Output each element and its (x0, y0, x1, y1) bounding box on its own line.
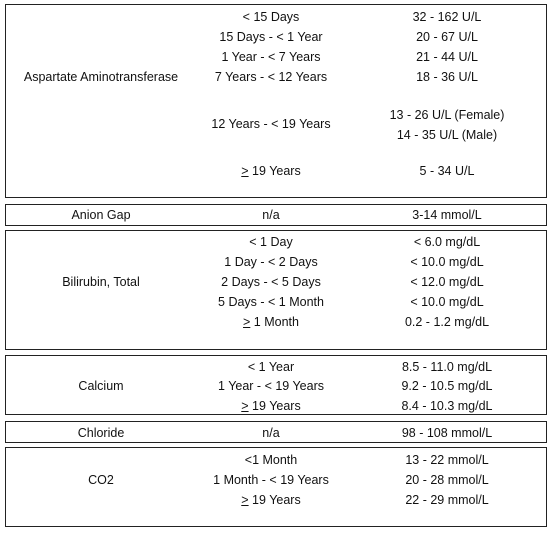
reference-range: 32 - 162 U/L (412, 10, 482, 24)
section-calcium: Calcium < 1 Year 8.5 - 11.0 mg/dL 1 Year… (5, 355, 547, 415)
reference-range-male: 14 - 35 U/L (Male) (396, 128, 498, 142)
reference-range: 0.2 - 1.2 mg/dL (404, 315, 490, 329)
age-range: 1 Month - < 19 Years (213, 473, 329, 487)
reference-range: 20 - 67 U/L (416, 30, 478, 44)
test-name: Anion Gap (71, 208, 131, 222)
age-range: > 19 Years (196, 493, 346, 507)
reference-range: < 12.0 mg/dL (410, 275, 484, 289)
reference-range: 13 - 22 mmol/L (405, 453, 489, 467)
age-range: n/a (262, 208, 280, 222)
greater-equal-symbol: > (241, 493, 249, 507)
test-name: Calcium (78, 379, 124, 393)
age-range-text: 1 Month (250, 315, 299, 329)
age-range-text: 19 Years (248, 493, 301, 507)
age-range: 1 Year - < 19 Years (218, 379, 324, 393)
age-range: < 1 Year (247, 360, 295, 374)
reference-range: < 10.0 mg/dL (410, 255, 484, 269)
age-range: 7 Years - < 12 Years (214, 70, 328, 84)
reference-range: 5 - 34 U/L (419, 164, 475, 178)
greater-equal-symbol: > (241, 399, 249, 413)
age-range: > 19 Years (196, 399, 346, 413)
test-name: CO2 (88, 473, 114, 487)
age-range: 2 Days - < 5 Days (221, 275, 321, 289)
greater-equal-symbol: > (243, 315, 251, 329)
section-anion-gap: Anion Gap n/a 3-14 mmol/L (5, 204, 547, 226)
reference-range: 22 - 29 mmol/L (405, 493, 489, 507)
age-range: 12 Years - < 19 Years (211, 117, 331, 131)
age-range: 15 Days - < 1 Year (219, 30, 323, 44)
age-range-text: 19 Years (248, 399, 301, 413)
reference-range: 8.5 - 11.0 mg/dL (401, 360, 493, 374)
reference-range: 21 - 44 U/L (416, 50, 478, 64)
section-bilirubin-total: Bilirubin, Total < 1 Day < 6.0 mg/dL 1 D… (5, 230, 547, 350)
test-name: Chloride (77, 426, 125, 440)
reference-range: 8.4 - 10.3 mg/dL (401, 399, 493, 413)
reference-range: 18 - 36 U/L (416, 70, 478, 84)
age-range: > 19 Years (196, 164, 346, 178)
reference-range: 98 - 108 mmol/L (401, 426, 493, 440)
reference-range: 9.2 - 10.5 mg/dL (401, 379, 493, 393)
age-range: 5 Days - < 1 Month (218, 295, 324, 309)
reference-range: 3-14 mmol/L (412, 208, 482, 222)
greater-equal-symbol: > (241, 164, 249, 178)
age-range-text: 19 Years (248, 164, 301, 178)
age-range: <1 Month (244, 453, 298, 467)
age-range: < 1 Day (249, 235, 293, 249)
age-range: n/a (262, 426, 280, 440)
section-chloride: Chloride n/a 98 - 108 mmol/L (5, 421, 547, 443)
section-aspartate-aminotransferase: Aspartate Aminotransferase < 15 Days 32 … (5, 4, 547, 198)
reference-range: 20 - 28 mmol/L (405, 473, 489, 487)
reference-range: < 6.0 mg/dL (413, 235, 481, 249)
age-range: 1 Day - < 2 Days (224, 255, 318, 269)
test-name: Aspartate Aminotransferase (23, 70, 179, 84)
age-range: 1 Year - < 7 Years (221, 50, 321, 64)
section-co2: CO2 <1 Month 13 - 22 mmol/L 1 Month - < … (5, 447, 547, 527)
reference-range: < 10.0 mg/dL (410, 295, 484, 309)
age-range: < 15 Days (242, 10, 300, 24)
reference-range-female: 13 - 26 U/L (Female) (389, 108, 505, 122)
age-range: > 1 Month (196, 315, 346, 329)
test-name: Bilirubin, Total (62, 275, 140, 289)
